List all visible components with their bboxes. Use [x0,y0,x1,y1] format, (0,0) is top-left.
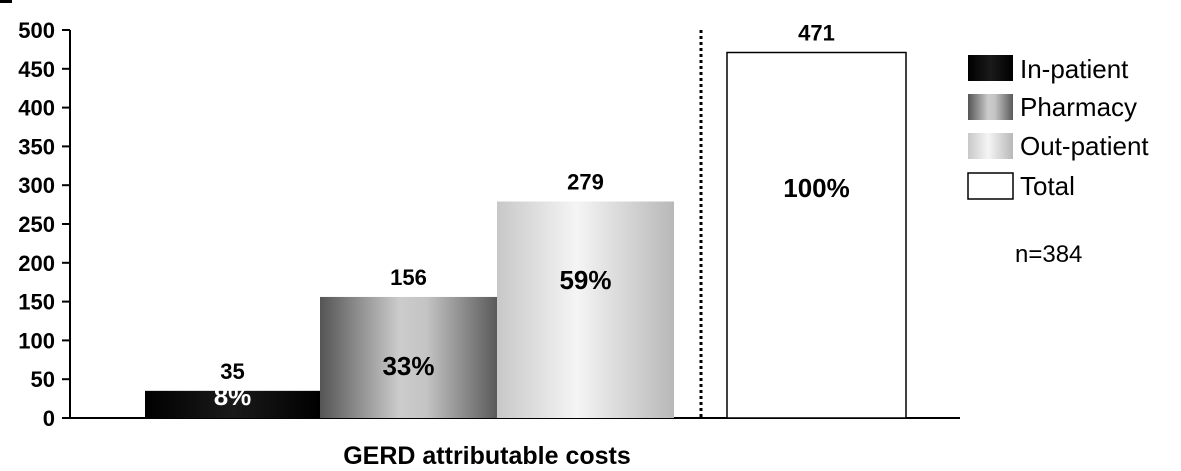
legend-label-in-patient: In-patient [1020,54,1129,84]
sample-size-note: n=384 [1015,241,1082,268]
value-label-total: 471 [798,21,835,46]
percent-label-total: 100% [783,173,850,203]
legend-label-total: Total [1020,171,1075,201]
legend-label-pharmacy: Pharmacy [1020,92,1137,122]
y-tick-label: 150 [18,290,55,315]
legend-swatch-in-patient [968,55,1013,81]
legend-swatch-out-patient [968,133,1013,159]
y-tick-label: 500 [18,18,55,43]
bar-out-patient [497,201,674,418]
y-tick-label: 200 [18,251,55,276]
y-tick-label: 450 [18,57,55,82]
y-tick-label: 250 [18,212,55,237]
bar-pharmacy [320,296,497,418]
percent-label-in-patient: 8% [214,381,252,411]
percent-label-pharmacy: 33% [382,351,434,381]
legend-swatch-pharmacy [968,94,1013,120]
legend-swatch-total [967,172,1014,200]
value-label-pharmacy: 156 [390,265,427,290]
y-tick-label: 300 [18,173,55,198]
y-tick-label: 100 [18,328,55,353]
y-tick-label: 50 [31,367,55,392]
x-axis-title: GERD attributable costs [343,442,631,470]
bar-in-patient [145,390,320,418]
legend: In-patient Pharmacy Out-patient Total n=… [967,54,1149,268]
value-label-out-patient: 279 [567,169,604,194]
value-label-in-patient: 35 [220,359,244,384]
legend-label-out-patient: Out-patient [1020,131,1149,161]
percent-label-out-patient: 59% [559,265,611,295]
y-tick-label: 350 [18,134,55,159]
y-tick-label: 400 [18,96,55,121]
bar-total [726,51,907,419]
y-tick-label: 0 [43,406,55,431]
